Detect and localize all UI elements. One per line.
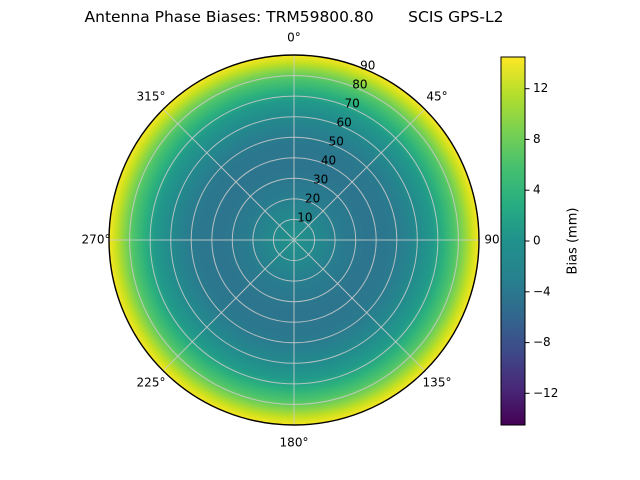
radial-tick-label: 70 (344, 97, 359, 111)
colorbar-tick-labels: 12 8 4 0 −4 −8 −12 (533, 81, 558, 400)
grid-spoke (293, 108, 426, 241)
radial-tick-label: 30 (313, 173, 328, 187)
radial-tick-label: 60 (337, 116, 352, 130)
radial-tick-label: 90 (360, 59, 375, 73)
colorbar-gradient (500, 56, 526, 426)
angular-tick-label: 270° (82, 233, 111, 247)
radial-tick-label: 80 (352, 78, 367, 92)
angular-tick-label: 45° (426, 90, 447, 104)
angular-tick-label: 90 (484, 233, 499, 247)
colorbar-tick-label: 12 (533, 81, 548, 95)
colorbar-tick-label: 4 (533, 183, 541, 197)
angular-tick-label: 135° (423, 376, 452, 390)
grid-spoke (162, 239, 295, 372)
radial-tick-label: 20 (305, 192, 320, 206)
radial-tick-labels: 10 20 30 40 50 60 70 80 90 (297, 59, 375, 225)
chart-title: Antenna Phase Biases: TRM59800.80 SCIS G… (84, 8, 504, 26)
grid-spoke (293, 239, 426, 372)
angular-tick-label: 0° (287, 31, 301, 45)
colorbar-tick-label: −4 (533, 284, 551, 298)
polar-outline (108, 54, 480, 426)
angular-tick-label: 315° (137, 90, 166, 104)
colorbar-tick-label: 8 (533, 132, 541, 146)
radial-tick-label: 10 (297, 211, 312, 225)
colorbar-tick-label: 0 (533, 234, 541, 248)
polar-grid-spokes (109, 55, 479, 425)
grid-spoke (162, 108, 295, 241)
angular-tick-label: 180° (280, 436, 309, 450)
colorbar-axis-label: Bias (mm) (566, 208, 581, 275)
angular-tick-labels: 0° 45° 90 135° 180° 225° 270° 315° (82, 31, 500, 450)
radial-tick-label: 50 (329, 135, 344, 149)
radial-tick-label: 40 (321, 154, 336, 168)
colorbar-tick-marks (525, 88, 530, 394)
angular-tick-label: 225° (137, 376, 166, 390)
colorbar-tick-label: −8 (533, 335, 551, 349)
colorbar-tick-label: −12 (533, 386, 558, 400)
